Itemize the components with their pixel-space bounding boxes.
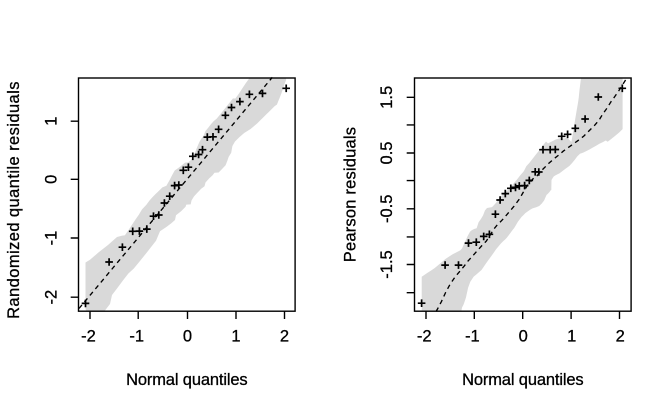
svg-text:-1: -1 (129, 328, 144, 346)
svg-text:0: 0 (519, 328, 528, 346)
svg-text:-1: -1 (43, 231, 61, 246)
svg-text:1.5: 1.5 (378, 86, 396, 109)
svg-text:-1: -1 (465, 328, 480, 346)
svg-text:Pearson residuals: Pearson residuals (342, 127, 360, 262)
svg-text:-0.5: -0.5 (378, 195, 396, 223)
svg-text:Normal quantiles: Normal quantiles (126, 371, 247, 389)
svg-text:Randomized quantile residuals: Randomized quantile residuals (5, 81, 23, 319)
svg-text:2: 2 (280, 328, 289, 346)
svg-text:-1.5: -1.5 (378, 250, 396, 278)
svg-text:-2: -2 (43, 290, 61, 305)
svg-text:-2: -2 (81, 328, 96, 346)
svg-text:1: 1 (43, 117, 61, 126)
svg-text:1: 1 (567, 328, 576, 346)
svg-text:0: 0 (43, 175, 61, 184)
svg-text:2: 2 (616, 328, 625, 346)
svg-text:0: 0 (183, 328, 192, 346)
svg-text:0.5: 0.5 (378, 142, 396, 165)
svg-text:Normal quantiles: Normal quantiles (462, 371, 583, 389)
svg-text:1: 1 (231, 328, 240, 346)
svg-text:-2: -2 (417, 328, 432, 346)
